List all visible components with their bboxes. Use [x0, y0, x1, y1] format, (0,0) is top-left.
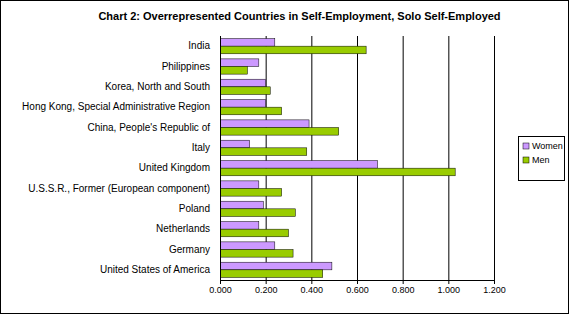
bar [220, 250, 293, 258]
legend-swatch [523, 157, 529, 163]
legend-swatch [523, 143, 529, 149]
bar [220, 189, 282, 197]
category-tick: U.S.S.R., Former (European component) [28, 183, 220, 194]
category-tick: India [188, 40, 220, 51]
category-label: United States of America [100, 264, 210, 275]
bar [220, 59, 259, 67]
bar [220, 229, 289, 237]
tick-mark [266, 280, 267, 284]
tick: 0.800 [392, 280, 415, 295]
bar [220, 270, 323, 278]
bar [220, 87, 270, 95]
grid-line [357, 36, 358, 280]
tick: 0.400 [301, 280, 324, 295]
bar [220, 262, 332, 270]
grid-line [494, 36, 495, 280]
grid-line [311, 36, 312, 280]
tick-label: 0.400 [301, 285, 324, 295]
legend-label: Women [532, 141, 563, 151]
category-tick: Hong Kong, Special Administrative Region [22, 101, 220, 112]
category-tick: United Kingdom [139, 162, 220, 173]
x-axis: 0.000 0.200 0.400 0.600 0.800 1.000 1.200 [209, 280, 506, 295]
plot: 0.000 0.200 0.400 0.600 0.800 1.000 1.200 India… [22, 36, 506, 295]
series [220, 46, 455, 277]
tick-label: 0.800 [392, 285, 415, 295]
category-label: Poland [179, 203, 210, 214]
legend: Women Men [519, 137, 565, 181]
category-label: China, People's Republic of [87, 122, 210, 133]
bar [220, 100, 266, 108]
tick: 0.200 [255, 280, 278, 295]
bar [220, 46, 366, 54]
y-axis-line [220, 37, 221, 281]
category-tick: United States of America [100, 264, 220, 275]
category-tick: Italy [192, 142, 220, 153]
bar [220, 107, 282, 115]
tick-mark [403, 280, 404, 284]
category-tick: Netherlands [156, 223, 220, 234]
tick-label: 0.600 [346, 285, 369, 295]
tick-mark [220, 280, 221, 284]
category-label: India [188, 40, 210, 51]
tick-mark [311, 280, 312, 284]
legend-box [519, 137, 565, 181]
tick: 1.200 [483, 280, 506, 295]
chart: Chart 2: Overrepresented Countries in Se… [0, 0, 569, 314]
plot-area [220, 36, 494, 280]
category-label: United Kingdom [139, 162, 210, 173]
y-axis: India Philippines Korea, North and South Ho… [22, 37, 220, 281]
bar [220, 67, 247, 75]
grid-line [448, 36, 449, 280]
bar [220, 181, 259, 189]
category-label: Italy [192, 142, 210, 153]
bar [220, 209, 295, 217]
tick-label: 0.200 [255, 285, 278, 295]
bar [220, 140, 250, 148]
bar [220, 201, 263, 209]
tick-label: 1.200 [483, 285, 506, 295]
grid-line [220, 36, 221, 280]
tick-mark [448, 280, 449, 284]
category-tick: Poland [179, 203, 220, 214]
category-label: Philippines [162, 61, 210, 72]
grid-line [403, 36, 404, 280]
bar [220, 39, 275, 47]
tick: 0.000 [209, 280, 232, 295]
series [220, 39, 378, 270]
tick: 0.600 [346, 280, 369, 295]
bar [220, 242, 275, 250]
tick-label: 0.000 [209, 285, 232, 295]
category-label: Netherlands [156, 223, 210, 234]
title: Chart 2: Overrepresented Countries in Se… [98, 10, 500, 22]
bars [220, 39, 455, 278]
tick-mark [494, 280, 495, 284]
chart-frame [1, 1, 569, 314]
tick: 1.000 [438, 280, 461, 295]
grid [221, 36, 495, 280]
category-tick: Korea, North and South [105, 81, 220, 92]
bar [220, 148, 307, 156]
category-tick: China, People's Republic of [87, 122, 220, 133]
category-label: Germany [169, 244, 210, 255]
category-tick: Philippines [162, 61, 220, 72]
category-label: Korea, North and South [105, 81, 210, 92]
category-label: Hong Kong, Special Administrative Region [22, 101, 210, 112]
bar [220, 128, 339, 136]
bar [220, 222, 259, 230]
bar [220, 168, 455, 176]
category-tick: Germany [169, 244, 220, 255]
bar [220, 120, 309, 128]
legend-label: Men [532, 155, 550, 165]
category-label: U.S.S.R., Former (European component) [28, 183, 210, 194]
bar [220, 79, 266, 87]
tick-mark [357, 280, 358, 284]
bar [220, 161, 378, 169]
tick-label: 1.000 [438, 285, 461, 295]
